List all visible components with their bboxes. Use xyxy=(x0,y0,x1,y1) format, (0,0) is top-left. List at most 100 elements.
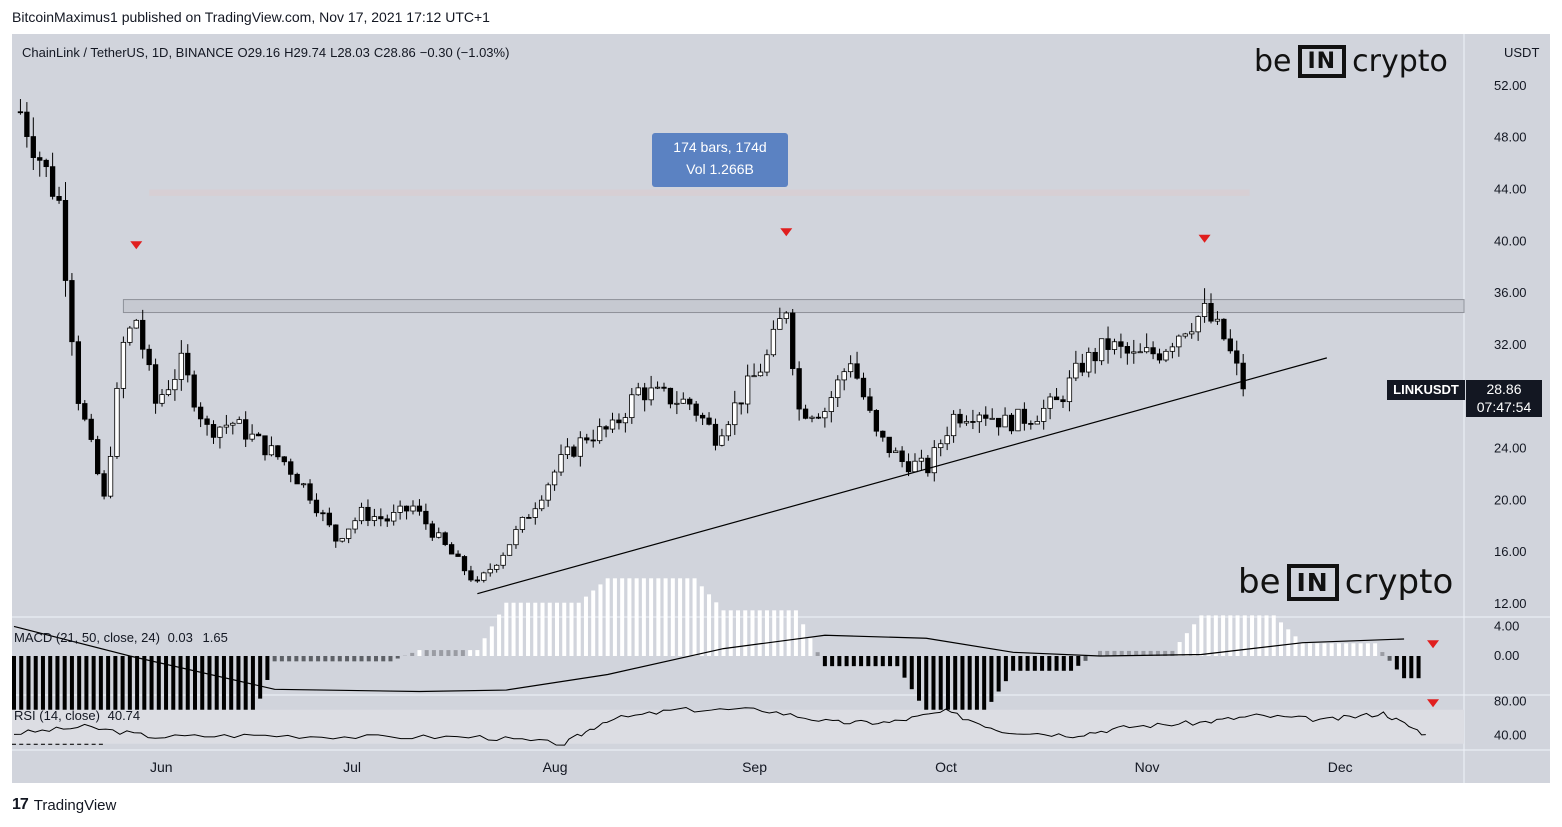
macd-histogram-bar xyxy=(26,656,31,745)
macd-histogram-bar xyxy=(1264,615,1269,656)
candle xyxy=(236,419,242,424)
macd-histogram-bar xyxy=(555,602,559,656)
candle xyxy=(886,436,892,454)
candle xyxy=(822,411,828,419)
macd-histogram-bar xyxy=(1040,656,1045,671)
macd-histogram-bar xyxy=(395,656,400,659)
tradingview-footer[interactable]: 17 TradingView xyxy=(12,796,116,814)
macd-histogram-bar xyxy=(366,656,371,662)
macd-histogram-bar xyxy=(909,656,914,690)
main-chart[interactable]: 4.00 0.00 80.00 40.00 52.00 48.00 44.00 40.00… xyxy=(12,34,1550,783)
macd-histogram-bar xyxy=(634,578,639,656)
signal-arrow-icon xyxy=(1427,699,1440,708)
macd-value-2: 1.65 xyxy=(202,630,228,645)
trendline xyxy=(477,357,1328,595)
candle xyxy=(1086,351,1092,373)
candle xyxy=(860,377,867,398)
logo-crypto: crypto xyxy=(1344,562,1454,602)
candle xyxy=(899,450,905,462)
macd-histogram-bar xyxy=(649,578,654,656)
macd-histogram-bar xyxy=(793,610,798,656)
macd-histogram-bar xyxy=(1148,650,1153,656)
macd-histogram-bar xyxy=(764,610,769,656)
macd-histogram-bar xyxy=(678,578,683,656)
macd-histogram-bar xyxy=(1235,615,1240,656)
measure-tool-box[interactable]: 174 bars, 174d Vol 1.266B xyxy=(652,133,788,187)
macd-histogram-bar xyxy=(265,656,270,680)
macd-histogram-bar xyxy=(974,656,979,713)
candle xyxy=(300,483,307,486)
macd-legend: MACD (21, 50, close, 24) 0.03 1.65 xyxy=(14,630,228,645)
macd-histogram-bar xyxy=(989,656,994,702)
macd-histogram-bar xyxy=(294,656,299,662)
signal-arrow-icon xyxy=(130,241,143,250)
macd-histogram-bar xyxy=(1416,656,1421,679)
candle xyxy=(609,419,616,430)
macd-histogram-bar xyxy=(19,656,24,745)
macd-histogram-bar xyxy=(902,656,907,678)
candle xyxy=(1092,351,1098,362)
macd-histogram-bar xyxy=(40,656,45,745)
grid xyxy=(12,34,1550,783)
macd-line xyxy=(13,625,1405,693)
candle xyxy=(790,312,796,369)
macd-histogram-bar xyxy=(1134,650,1139,656)
macd-histogram-bar xyxy=(142,656,147,736)
candle xyxy=(995,417,1002,428)
candle xyxy=(217,426,223,438)
candle xyxy=(835,379,841,399)
publisher-line: BitcoinMaximus1 published on TradingView… xyxy=(12,9,490,25)
candle xyxy=(82,403,88,420)
macd-histogram-bar xyxy=(547,602,552,656)
macd-histogram-bar xyxy=(323,656,328,662)
candle xyxy=(127,327,133,343)
macd-histogram-bar xyxy=(953,656,958,713)
candle xyxy=(37,157,43,161)
candle xyxy=(513,529,519,546)
macd-histogram-bar xyxy=(895,656,900,667)
rsi-tick-label: 40.00 xyxy=(1494,727,1527,742)
macd-histogram-bar xyxy=(12,656,16,745)
candle xyxy=(654,386,661,389)
candle xyxy=(1169,346,1176,352)
macd-histogram-bar xyxy=(656,578,661,656)
macd-histogram-bar xyxy=(511,602,516,656)
macd-histogram-bar xyxy=(779,610,784,656)
tradingview-brand: TradingView xyxy=(33,796,117,814)
candle xyxy=(468,570,474,581)
candle xyxy=(847,363,854,373)
macd-histogram-bar xyxy=(866,656,871,667)
macd-histogram-bar xyxy=(1155,650,1160,656)
close-label: C xyxy=(373,45,384,60)
candle xyxy=(384,518,390,522)
candle xyxy=(603,426,609,430)
candle xyxy=(101,473,107,497)
macd-histogram-bar xyxy=(707,594,712,656)
candle xyxy=(989,417,995,420)
candle xyxy=(1201,303,1208,317)
candle xyxy=(931,447,937,474)
candle xyxy=(828,397,834,412)
macd-histogram-bar xyxy=(337,656,342,662)
rsi-value: 40.74 xyxy=(107,708,141,723)
macd-histogram-bar xyxy=(960,656,965,713)
signal-arrow-icon xyxy=(1427,640,1440,649)
candle xyxy=(255,433,262,437)
candle xyxy=(757,371,764,377)
macd-histogram-bar xyxy=(127,656,132,736)
macd-histogram-bar xyxy=(641,578,646,656)
candle xyxy=(519,516,526,530)
time-tick-label: Sep xyxy=(742,759,767,775)
candle xyxy=(494,564,500,570)
macd-histogram-bar xyxy=(1119,650,1124,656)
candle xyxy=(558,454,564,473)
macd-histogram-bar xyxy=(612,578,617,656)
macd-histogram-bar xyxy=(1112,650,1117,656)
candle xyxy=(1156,353,1163,361)
candle xyxy=(957,413,963,424)
macd-histogram-bar xyxy=(504,602,509,656)
candle xyxy=(140,319,146,350)
macd-histogram-bar xyxy=(670,578,675,656)
time-tick-label: Oct xyxy=(935,759,957,775)
macd-histogram-bar xyxy=(316,656,321,662)
